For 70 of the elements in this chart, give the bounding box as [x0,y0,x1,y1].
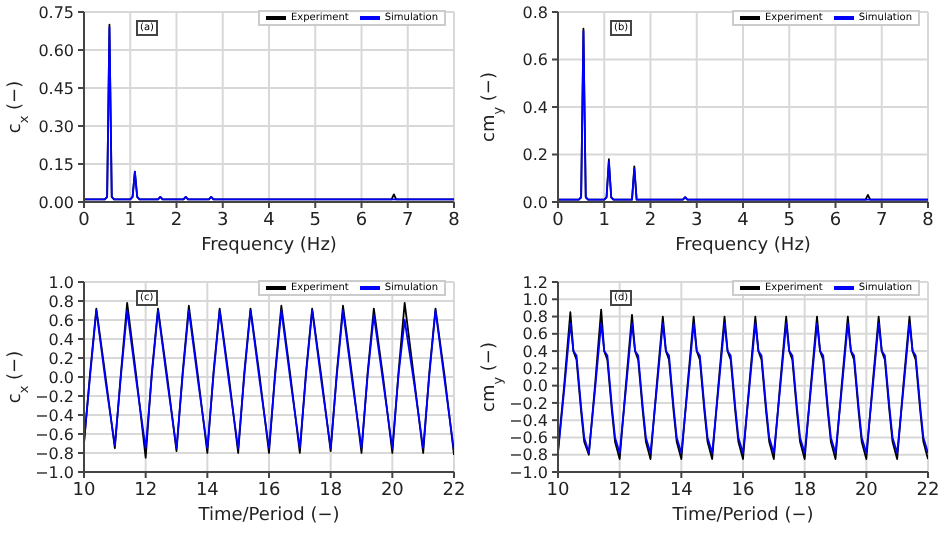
x-tick-label: 4 [263,210,276,231]
y-tick-label: 0.4 [522,98,548,117]
x-tick-label: 3 [691,210,703,231]
y-tick-label: −0.2 [509,394,548,413]
y-tick-label: −0.6 [35,425,74,444]
y-tick-label: −0.4 [509,411,548,430]
x-tick-label: 1 [124,210,136,231]
x-tick-label: 20 [380,480,405,501]
y-tick-label: 0.45 [38,79,74,98]
x-tick-label: 14 [669,480,694,501]
y-tick-label: 0.2 [522,360,548,379]
x-tick-label: 2 [644,210,657,231]
x-tick-label: 3 [217,210,229,231]
x-tick-label: 12 [608,480,632,501]
y-tick-label: 0.30 [38,117,74,136]
x-tick-label: 2 [170,210,183,231]
y-tick-label: 0.00 [38,193,74,212]
y-tick-label: 1.0 [48,273,74,292]
y-tick-label: 1.0 [522,290,548,309]
y-tick-label: 0.75 [38,3,74,22]
x-tick-label: 8 [922,210,935,231]
x-tick-label: 1 [598,210,610,231]
x-axis-title: Time/Period (−) [196,506,340,526]
y-tick-label: −1.0 [35,463,74,482]
y-tick-label: −0.8 [509,446,548,465]
y-tick-label: 0.0 [522,193,548,212]
x-tick-label: 4 [737,210,750,231]
y-tick-label: 0.2 [48,349,74,368]
y-tick-label: 0.6 [48,311,74,330]
y-tick-label: −1.0 [509,463,548,482]
y-tick-label: 0.6 [522,325,548,344]
x-tick-label: 14 [195,480,220,501]
x-tick-label: 10 [72,480,96,501]
x-tick-label: 18 [319,480,343,501]
x-tick-label: 8 [448,210,461,231]
y-tick-label: 0.8 [48,292,74,311]
y-tick-label: 0.2 [522,146,548,165]
x-tick-label: 16 [257,480,281,501]
y-tick-label: −0.6 [509,429,548,448]
y-tick-label: 0.8 [522,3,548,22]
y-tick-label: 0.8 [522,308,548,327]
y-tick-label: 0.4 [48,330,74,349]
x-tick-label: 6 [355,210,368,231]
y-tick-label: 0.60 [38,41,74,60]
x-tick-label: 6 [829,210,842,231]
y-tick-label: 0.0 [522,377,548,396]
x-tick-label: 22 [442,480,466,501]
y-tick-label: 0.15 [38,155,74,174]
y-tick-label: 1.2 [522,273,548,292]
x-axis-title: Frequency (Hz) [675,236,811,256]
y-tick-label: 0.6 [522,51,548,70]
x-tick-label: 0 [78,210,91,231]
x-tick-label: 10 [546,480,570,501]
x-axis-title: Frequency (Hz) [201,236,337,256]
x-axis-title: Time/Period (−) [670,506,814,526]
x-tick-label: 20 [854,480,879,501]
x-tick-label: 7 [402,210,414,231]
x-tick-label: 5 [309,210,321,231]
y-tick-label: −0.8 [35,444,74,463]
x-tick-label: 0 [552,210,565,231]
x-tick-label: 16 [731,480,755,501]
y-tick-label: −0.4 [35,406,74,425]
x-tick-label: 5 [783,210,795,231]
y-tick-label: 0.0 [48,368,74,387]
x-tick-label: 7 [876,210,888,231]
y-tick-label: −0.2 [35,387,74,406]
x-tick-label: 22 [916,480,940,501]
x-tick-label: 12 [134,480,158,501]
y-tick-label: 0.4 [522,342,548,361]
x-tick-label: 18 [793,480,817,501]
